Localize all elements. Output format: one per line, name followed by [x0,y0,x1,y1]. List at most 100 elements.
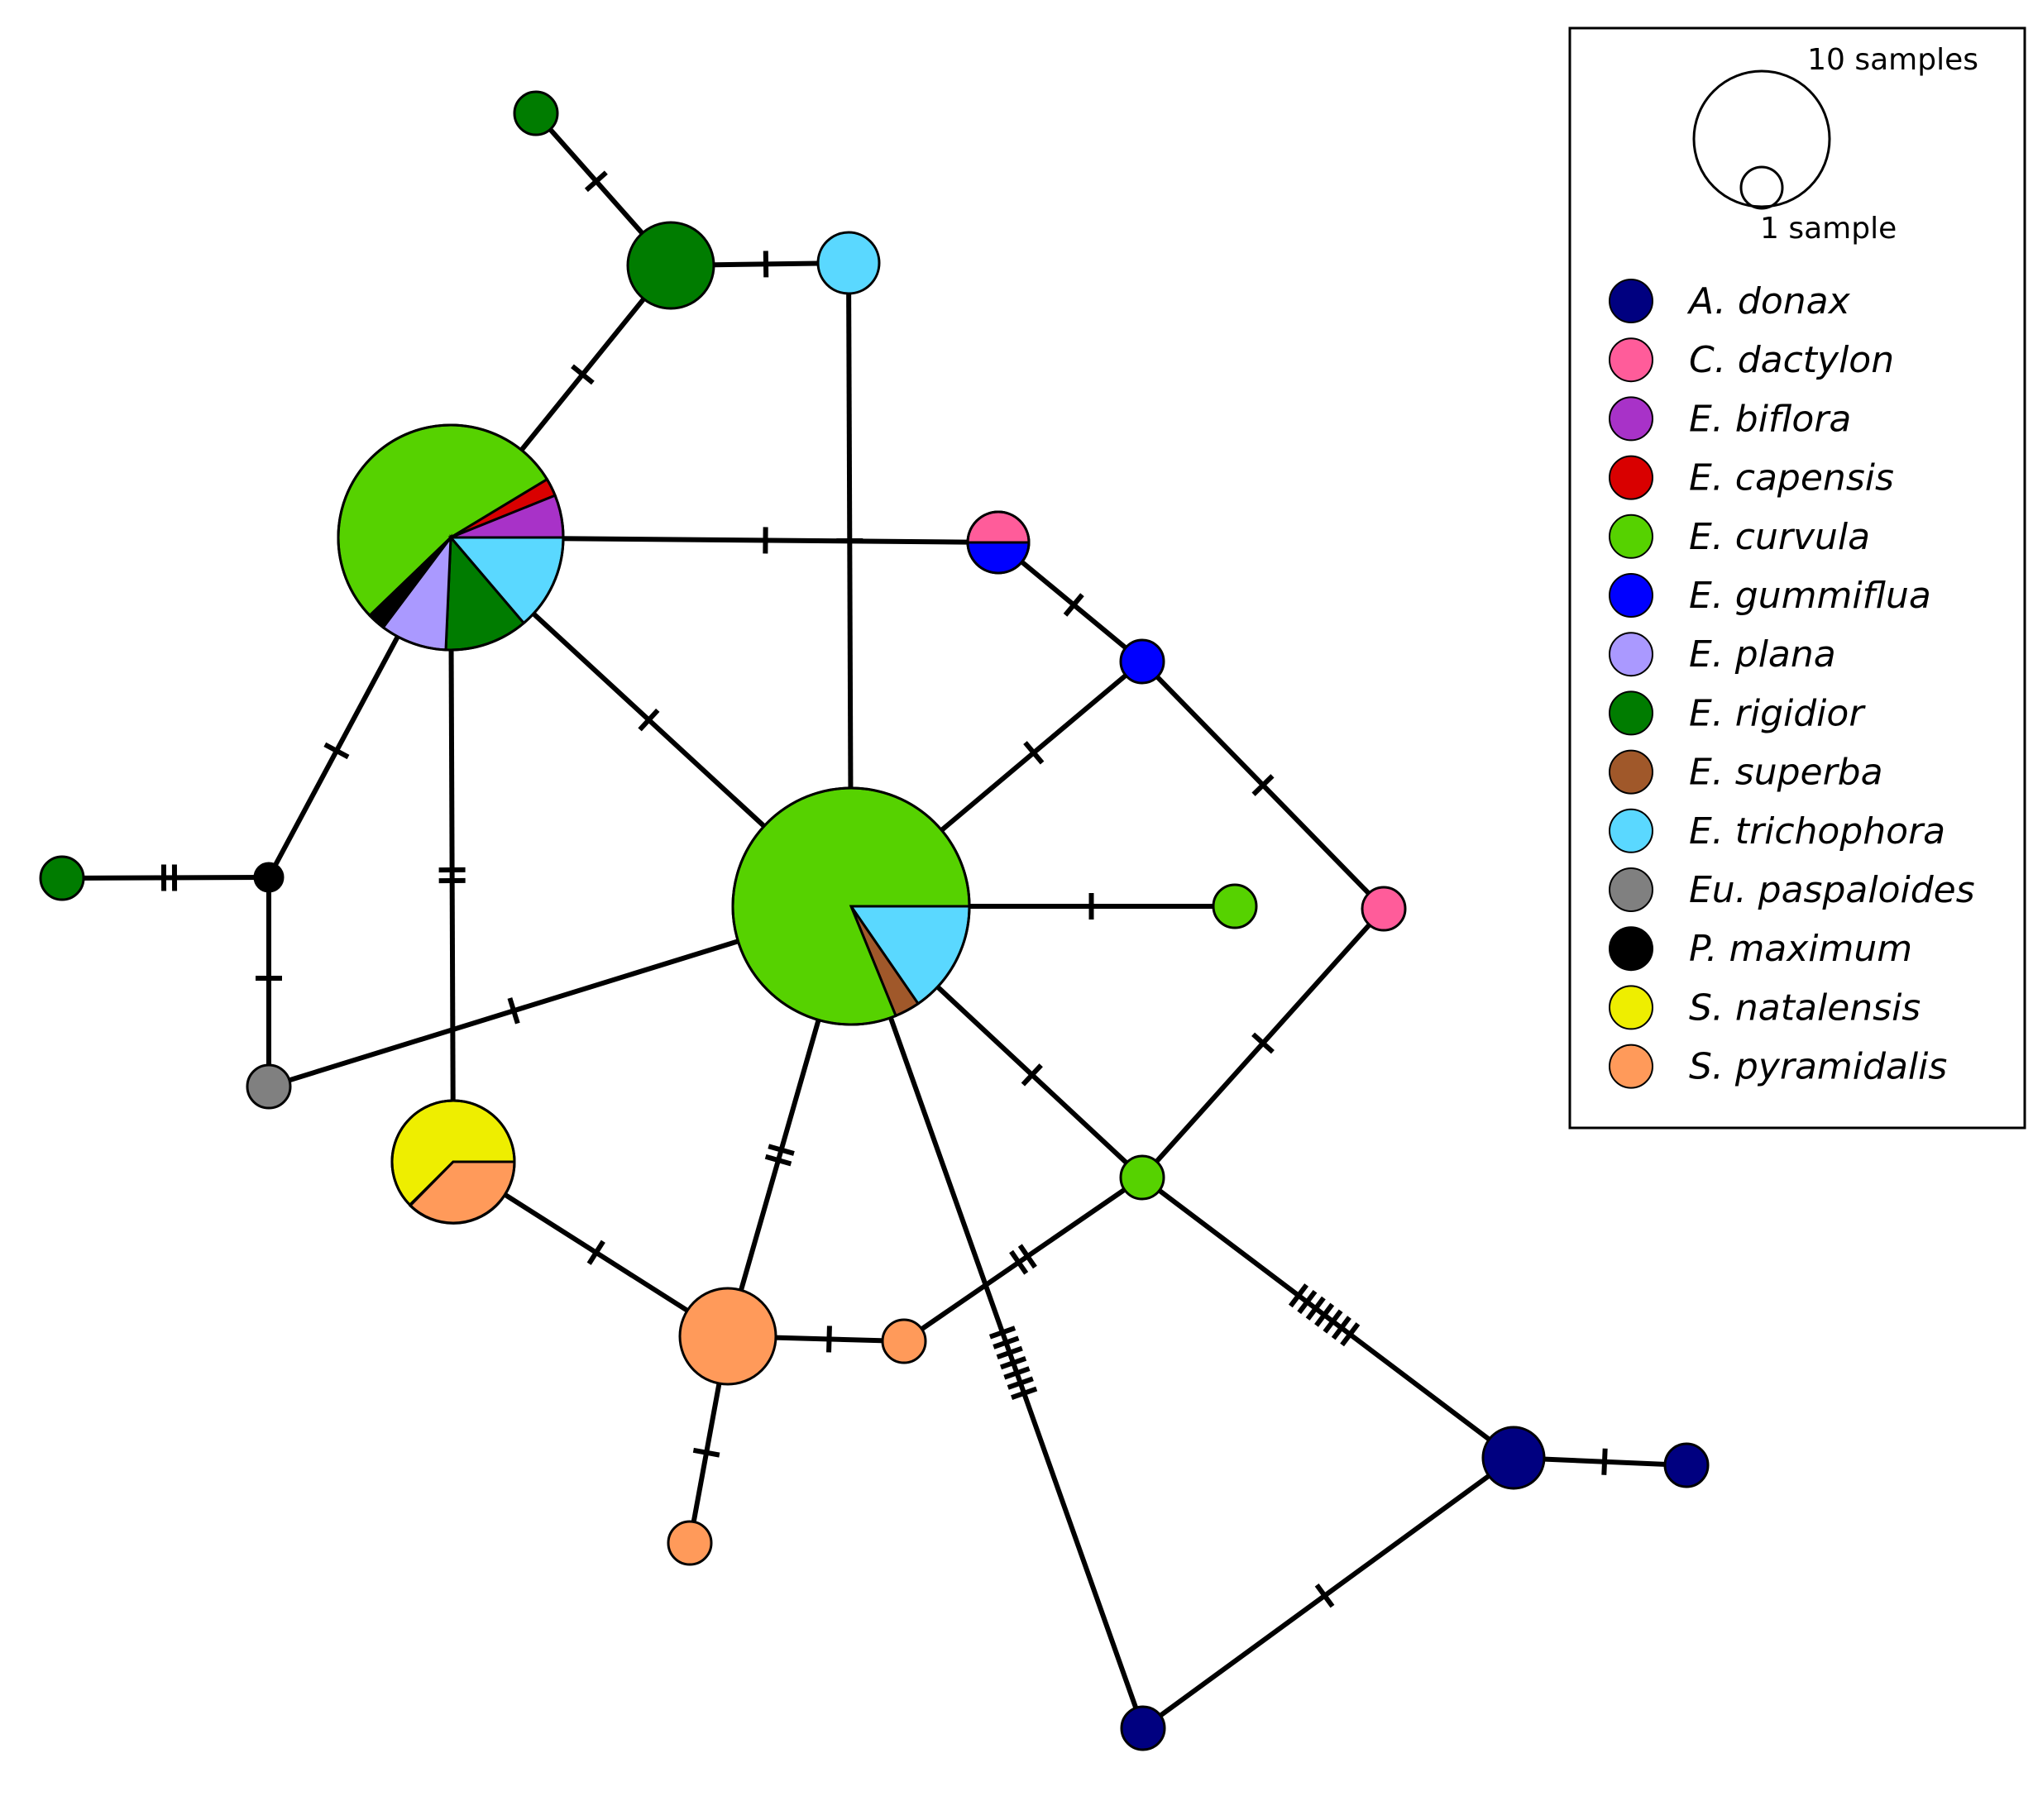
scale-label-small: 1 sample [1760,212,1897,246]
haplotype-circle [881,1318,927,1364]
legend-label: S. pyramidalis [1689,1046,1947,1088]
mutation-tick [584,170,608,193]
mutation-tick [1340,1322,1361,1347]
mutation-tick [1331,1316,1351,1340]
scale-circle-large [1692,69,1831,208]
haplotype-circle [667,1520,713,1566]
haplotype-circle [816,231,881,295]
legend-swatch [1609,985,1653,1030]
mutation-tick [1021,1063,1043,1087]
legend-item: E. trichophora [1609,808,1945,853]
legend-item: S. natalensis [1609,985,1921,1030]
haplotype-circle [513,90,559,136]
mutation-tick [638,708,660,732]
mutation-tick [1009,1249,1029,1275]
mutation-tick [692,1447,720,1458]
legend-label: A. donax [1686,280,1851,322]
legend-item: E. capensis [1609,455,1894,500]
haplotype-rig-left [39,855,85,901]
legend-label: E. capensis [1689,457,1894,499]
mutation-tick [1314,1584,1335,1608]
mutation-tick [1017,1244,1037,1269]
link-curv-center-don-bottom [849,905,1146,1730]
mutation-tick [988,1326,1016,1340]
legend-swatch [1609,514,1653,559]
mutation-tick [768,1144,795,1156]
legend-item: E. rigidior [1609,690,1866,736]
haplotype-circle [1481,1426,1546,1490]
mutation-tick [1288,1283,1309,1308]
haplotype-pyr-big [678,1287,777,1386]
legend-label: S. natalensis [1689,986,1921,1029]
mutation-tick [323,742,350,760]
haplotype-cyn-right [1361,886,1407,932]
mutation-tick [1251,774,1275,796]
haplotype-mixed-hub [337,423,565,652]
link-don-big-don-bottom [1141,1455,1515,1731]
mutation-tick [571,364,595,385]
legend-item: S. pyramidalis [1609,1044,1947,1089]
haplotype-don-right [1663,1442,1710,1488]
haplotype-eup [246,1063,292,1110]
scale-circle-small [1739,165,1784,210]
legend-item: E. superba [1609,749,1883,795]
legend-item: E. biflora [1609,396,1851,442]
legend-label: E. superba [1689,752,1883,794]
mutation-tick [1003,1366,1031,1380]
haplotype-circle [1119,638,1165,685]
haplotype-circle [1361,886,1407,932]
legend-label: E. curvula [1689,516,1870,558]
legend-label: P. maximum [1689,928,1912,970]
haplotype-curv-right [1212,883,1258,929]
mutation-tick [507,997,520,1025]
legend-item: Eu. paspaloides [1609,867,1975,912]
legend: 10 samples 1 sample A. donax C. dactylon E… [1568,26,2026,1130]
haplotype-cyn-gum [966,510,1031,575]
legend-item: C. dactylon [1609,337,1894,383]
legend-swatch [1609,808,1653,853]
pie-wedge [966,541,1031,575]
legend-label: E. biflora [1689,398,1851,440]
mutation-tick [1251,1032,1275,1054]
legend-label: E. trichophora [1689,810,1945,853]
legend-swatch [1609,690,1653,736]
haplotype-don-bottom [1120,1705,1166,1751]
haplotype-outline [966,510,1031,575]
pie-wedge [966,510,1031,544]
mutation-tick [1601,1448,1608,1475]
legend-label: E. gummiflua [1689,575,1931,617]
legend-swatch [1609,337,1653,383]
haplotype-rig-big [626,221,715,310]
legend-item: A. donax [1609,279,1851,323]
mutation-tick [1011,1386,1038,1401]
haplotype-outline [390,1099,516,1225]
haplotype-pmax [253,862,285,893]
legend-label: C. dactylon [1689,339,1894,381]
mutation-tick [999,1355,1027,1370]
haplotype-circle [1120,1705,1166,1751]
haplotype-circle [1212,883,1258,929]
haplotype-circle [626,221,715,310]
legend-swatch [1609,749,1653,795]
haplotype-gum [1119,638,1165,685]
link-curv-lower-don-big [1141,1175,1515,1460]
legend-item: P. maximum [1609,926,1912,972]
link-pyr-small-curv-lower [902,1175,1144,1344]
mutation-tick [826,1326,832,1353]
mutation-tick [1063,593,1084,617]
mutation-tick [764,1154,792,1167]
legend-label: E. rigidior [1689,692,1866,734]
haplotype-circle [678,1287,777,1386]
legend-swatch [1609,867,1653,912]
haplotype-circle [246,1063,292,1110]
mutation-tick [586,1240,605,1265]
legend-item: E. curvula [1609,514,1870,559]
haplotype-circle [1663,1442,1710,1488]
haplotype-pyr-small [881,1318,927,1364]
legend-item: E. plana [1609,632,1836,677]
mutation-tick [1305,1296,1326,1321]
haplotype-pyr-bottom [667,1520,713,1566]
haplotype-circle [1119,1154,1165,1201]
mutation-tick [993,1335,1020,1349]
